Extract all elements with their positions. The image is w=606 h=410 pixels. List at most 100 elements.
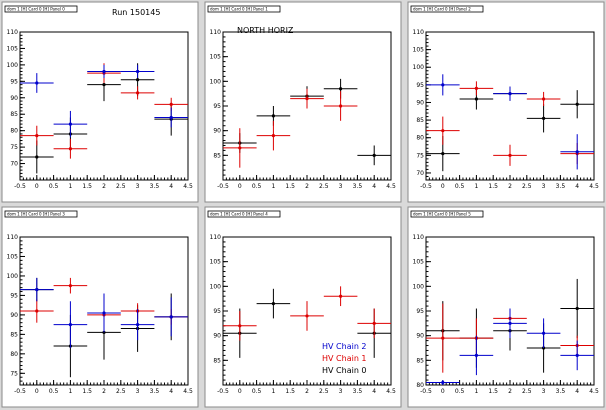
y-tick-label: 90 (213, 333, 221, 340)
legend-entry: HV Chain 0 (322, 366, 367, 375)
x-tick-label: 1.5 (285, 388, 295, 395)
chart-pad-2: dom 1 [H] Card 0 [H] Panel 1 -0.5 0 0.5 1 1.5… (204, 1, 402, 203)
data-point (169, 102, 173, 106)
data-point (542, 331, 546, 335)
data-point (136, 78, 140, 82)
x-tick-label: 1 (271, 183, 275, 190)
y-tick-label: 95 (10, 78, 18, 85)
x-tick-label: 4 (372, 388, 376, 395)
y-tick-label: 90 (213, 128, 221, 135)
x-tick-label: -0.5 (217, 183, 229, 190)
data-point (441, 129, 445, 133)
data-point (238, 324, 242, 328)
x-tick-label: 2.5 (522, 388, 532, 395)
x-tick-label: 0 (35, 183, 39, 190)
y-tick-label: 95 (10, 292, 18, 299)
data-point (542, 97, 546, 101)
y-tick-label: 110 (413, 234, 425, 241)
x-tick-label: 2 (305, 183, 309, 190)
series-1 (223, 88, 358, 168)
x-tick-label: 3 (136, 183, 140, 190)
y-tick-label: 100 (413, 283, 425, 290)
x-tick-label: 3.5 (556, 183, 566, 190)
x-tick-label: 3 (542, 183, 546, 190)
data-point (575, 102, 579, 106)
x-tick-label: -0.5 (217, 388, 229, 395)
pad-title: dom 1 [H] Card 0 [H] Panel 4 (210, 212, 268, 217)
data-point (68, 323, 72, 327)
pad-background (204, 1, 402, 203)
x-tick-label: -0.5 (420, 183, 432, 190)
y-tick-label: 110 (413, 29, 425, 36)
data-point (339, 87, 343, 91)
y-tick-label: 105 (413, 47, 425, 54)
y-tick-label: 80 (10, 351, 18, 358)
y-tick-label: 100 (210, 78, 222, 85)
x-tick-label: 4 (372, 183, 376, 190)
data-point (35, 155, 39, 159)
y-tick-label: 100 (210, 283, 222, 290)
data-point (169, 315, 173, 319)
x-tick-label: 2.5 (319, 388, 329, 395)
x-tick-label: 3.5 (556, 388, 566, 395)
y-tick-label: 80 (10, 128, 18, 135)
pad-background (1, 206, 199, 408)
x-tick-label: 2 (305, 388, 309, 395)
x-tick-label: 4.5 (589, 388, 599, 395)
y-tick-label: 100 (7, 62, 19, 69)
legend: HV Chain 2 HV Chain 1 HV Chain 0 (322, 342, 367, 375)
data-point (339, 104, 343, 108)
y-tick-label: 105 (413, 259, 425, 266)
y-tick-label: 95 (213, 103, 221, 110)
pad-title: dom 1 [H] Card 0 [H] Panel 1 (210, 7, 268, 12)
data-point (305, 97, 309, 101)
y-tick-label: 110 (7, 29, 19, 36)
y-tick-label: 75 (416, 152, 424, 159)
data-point (372, 153, 376, 157)
x-tick-label: -0.5 (420, 388, 432, 395)
data-point (508, 92, 512, 96)
series-1 (223, 286, 391, 341)
x-tick-label: 4.5 (386, 388, 396, 395)
y-tick-label: 85 (416, 117, 424, 124)
data-point (169, 115, 173, 120)
x-tick-label: 0.5 (455, 388, 465, 395)
pad-title-box (4, 5, 78, 13)
data-point (339, 294, 343, 298)
y-tick-label: 70 (416, 170, 424, 177)
x-tick-label: 1.5 (488, 183, 498, 190)
y-tick-label: 90 (10, 312, 18, 319)
data-point (35, 287, 39, 292)
x-tick-label: 4.5 (183, 183, 193, 190)
series-2 (426, 74, 594, 170)
chart-pad-3: dom 1 [H] Card 0 [H] Panel 2 -0.5 0 0.5 1 1.5… (407, 1, 605, 203)
x-tick-label: 3.5 (353, 388, 363, 395)
pad-background (204, 206, 402, 408)
data-point (102, 83, 106, 87)
data-point (474, 86, 478, 90)
y-tick-label: 105 (7, 253, 19, 260)
data-point (372, 321, 376, 325)
x-tick-label: 0.5 (252, 183, 262, 190)
x-tick-label: 4 (169, 183, 173, 190)
y-tick-label: 100 (413, 64, 425, 71)
x-tick-label: 4 (575, 183, 579, 190)
x-tick-label: 0 (238, 183, 242, 190)
y-tick-label: 105 (7, 45, 19, 52)
y-tick-label: 85 (416, 357, 424, 364)
data-point (136, 91, 140, 95)
x-tick-label: 3.5 (150, 388, 160, 395)
y-tick-label: 110 (7, 234, 19, 241)
data-point (35, 134, 39, 138)
data-point (305, 314, 309, 318)
series-2 (426, 308, 594, 385)
y-tick-label: 85 (213, 357, 221, 364)
x-tick-label: 2 (102, 183, 106, 190)
data-point (441, 336, 445, 340)
x-tick-label: 3 (339, 388, 343, 395)
data-point (271, 302, 275, 306)
x-tick-label: 1.5 (82, 183, 92, 190)
x-tick-label: 4.5 (386, 183, 396, 190)
y-tick-label: 95 (416, 82, 424, 89)
y-tick-label: 70 (10, 161, 18, 168)
